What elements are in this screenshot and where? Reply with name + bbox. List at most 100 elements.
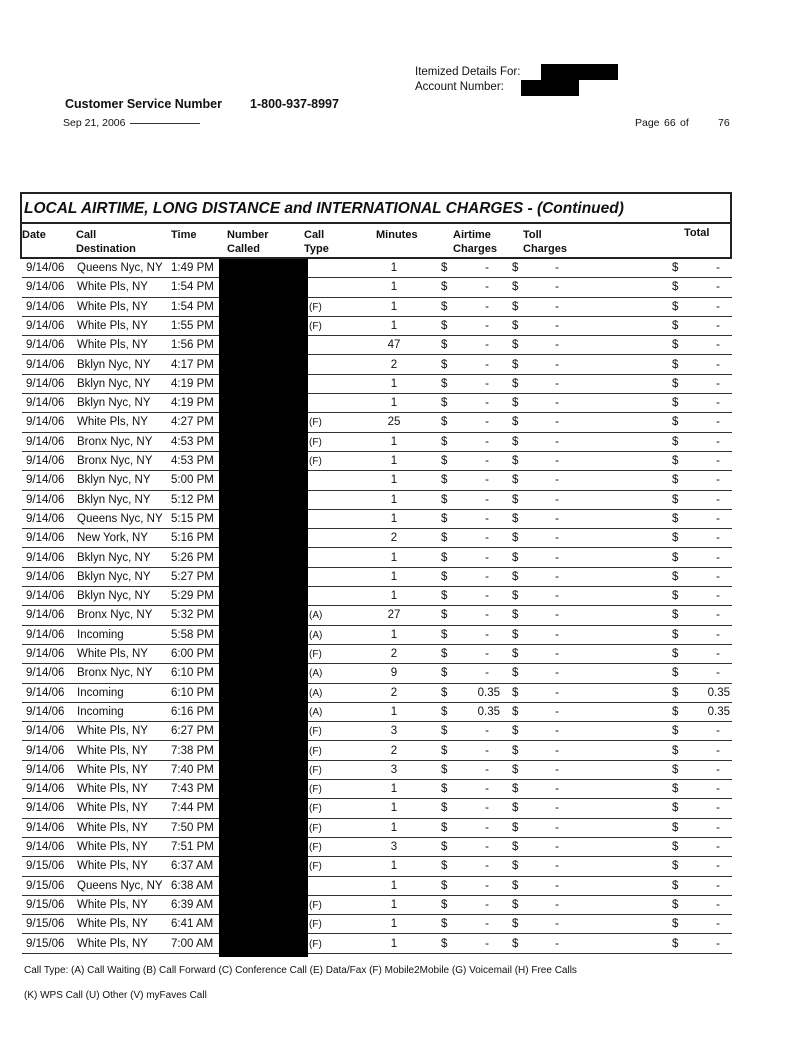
cell-destination: Queens Nyc, NY: [77, 512, 163, 525]
cell-destination: White Pls, NY: [77, 339, 148, 352]
cell-time: 4:53 PM: [171, 435, 214, 448]
col-time: Time: [171, 229, 197, 241]
table-row: 9/14/06 Bklyn Nyc, NY 4:19 PM 1 $ - $ - $ -: [22, 394, 732, 414]
cell-airtime: -: [485, 397, 489, 410]
cell-date: 9/15/06: [26, 879, 65, 892]
toll-currency: $: [512, 686, 519, 699]
cell-type: (F): [309, 436, 322, 448]
airtime-currency: $: [441, 551, 448, 564]
redacted-name: [541, 64, 618, 80]
cell-time: 7:51 PM: [171, 841, 214, 853]
total-currency: $: [672, 802, 679, 815]
table-row: 9/14/06 White Pls, NY 1:56 PM 47 $ - $ - $ -: [22, 336, 732, 356]
cell-minutes: 1: [390, 937, 398, 950]
cell-minutes: 1: [390, 493, 398, 506]
cell-airtime: -: [485, 262, 489, 274]
cell-minutes: 3: [390, 841, 398, 853]
toll-currency: $: [512, 705, 519, 718]
cell-total: -: [716, 590, 720, 603]
table-row: 9/14/06 Bronx Nyc, NY 4:53 PM (F) 1 $ - $ - $ -: [22, 452, 732, 472]
cell-minutes: 1: [390, 860, 398, 873]
cell-type: (F): [309, 899, 322, 911]
cell-airtime: -: [485, 416, 489, 429]
cell-time: 4:17 PM: [171, 358, 214, 371]
table-row: 9/14/06 White Pls, NY 1:54 PM (F) 1 $ - $ - $ -: [22, 298, 732, 317]
cell-toll: -: [555, 937, 559, 950]
cell-time: 5:00 PM: [171, 474, 214, 487]
table-row: 9/14/06 White Pls, NY 6:27 PM (F) 3 $ - $ - $ -: [22, 722, 732, 742]
cell-date: 9/14/06: [26, 474, 65, 487]
airtime-currency: $: [441, 725, 448, 738]
cell-date: 9/14/06: [26, 725, 65, 738]
cell-airtime: -: [485, 300, 489, 313]
cell-airtime: -: [485, 455, 489, 467]
divider: [20, 257, 732, 259]
cell-type: (A): [309, 706, 323, 718]
cell-total: -: [716, 551, 720, 564]
cell-total: -: [716, 570, 720, 583]
total-currency: $: [672, 609, 679, 622]
total-currency: $: [672, 474, 679, 487]
cell-total: -: [716, 744, 720, 757]
cell-type: (F): [309, 861, 322, 873]
cell-toll: -: [555, 474, 559, 487]
cell-minutes: 1: [390, 628, 398, 641]
cell-destination: Bklyn Nyc, NY: [77, 474, 151, 487]
table-row: 9/14/06 Bklyn Nyc, NY 5:26 PM 1 $ - $ - $ -: [22, 549, 732, 568]
cell-airtime: -: [485, 802, 489, 815]
cell-airtime: -: [485, 551, 489, 564]
airtime-currency: $: [441, 918, 448, 931]
table-row: 9/15/06 White Pls, NY 6:41 AM (F) 1 $ - $ - $ -: [22, 915, 732, 935]
cell-minutes: 1: [390, 570, 398, 583]
airtime-currency: $: [441, 416, 448, 429]
itemized-details-label: Itemized Details For:: [415, 66, 521, 78]
cell-time: 6:39 AM: [171, 898, 214, 911]
cell-minutes: 2: [390, 744, 398, 757]
cell-date: 9/14/06: [26, 262, 65, 274]
total-currency: $: [672, 435, 679, 448]
cell-time: 4:19 PM: [171, 397, 214, 410]
airtime-currency: $: [441, 455, 448, 467]
cell-date: 9/14/06: [26, 416, 65, 429]
cell-airtime: -: [485, 319, 489, 332]
total-currency: $: [672, 493, 679, 506]
cell-time: 7:43 PM: [171, 783, 214, 796]
total-currency: $: [672, 300, 679, 313]
cell-total: -: [716, 397, 720, 410]
cell-airtime: -: [485, 879, 489, 892]
cell-airtime: -: [485, 281, 489, 294]
cell-total: -: [716, 262, 720, 274]
airtime-currency: $: [441, 763, 448, 776]
cell-toll: -: [555, 821, 559, 834]
cell-toll: -: [555, 802, 559, 815]
cell-total: -: [716, 667, 720, 680]
cell-airtime: -: [485, 937, 489, 950]
cell-time: 6:10 PM: [171, 667, 214, 680]
customer-service-number: 1-800-937-8997: [250, 97, 339, 111]
table-row: 9/14/06 White Pls, NY 7:38 PM (F) 2 $ - $ - $ -: [22, 742, 732, 761]
cell-minutes: 2: [390, 532, 398, 545]
toll-currency: $: [512, 570, 519, 583]
cell-total: -: [716, 783, 720, 796]
cell-type: (F): [309, 726, 322, 738]
cell-toll: -: [555, 725, 559, 738]
cell-date: 9/14/06: [26, 821, 65, 834]
col-minutes: Minutes: [376, 229, 418, 241]
cell-type: (F): [309, 456, 322, 467]
toll-currency: $: [512, 416, 519, 429]
toll-currency: $: [512, 648, 519, 660]
cell-destination: Queens Nyc, NY: [77, 879, 163, 892]
cell-destination: White Pls, NY: [77, 763, 148, 776]
cell-total: -: [716, 648, 720, 660]
airtime-currency: $: [441, 802, 448, 815]
cell-date: 9/15/06: [26, 918, 65, 931]
cell-destination: Bklyn Nyc, NY: [77, 570, 151, 583]
toll-currency: $: [512, 590, 519, 603]
table-row: 9/14/06 Bklyn Nyc, NY 4:19 PM 1 $ - $ - $ -: [22, 375, 732, 395]
cell-destination: White Pls, NY: [77, 937, 148, 950]
cell-airtime: -: [485, 725, 489, 738]
cell-airtime: -: [485, 860, 489, 873]
total-currency: $: [672, 879, 679, 892]
cell-airtime: -: [485, 918, 489, 931]
